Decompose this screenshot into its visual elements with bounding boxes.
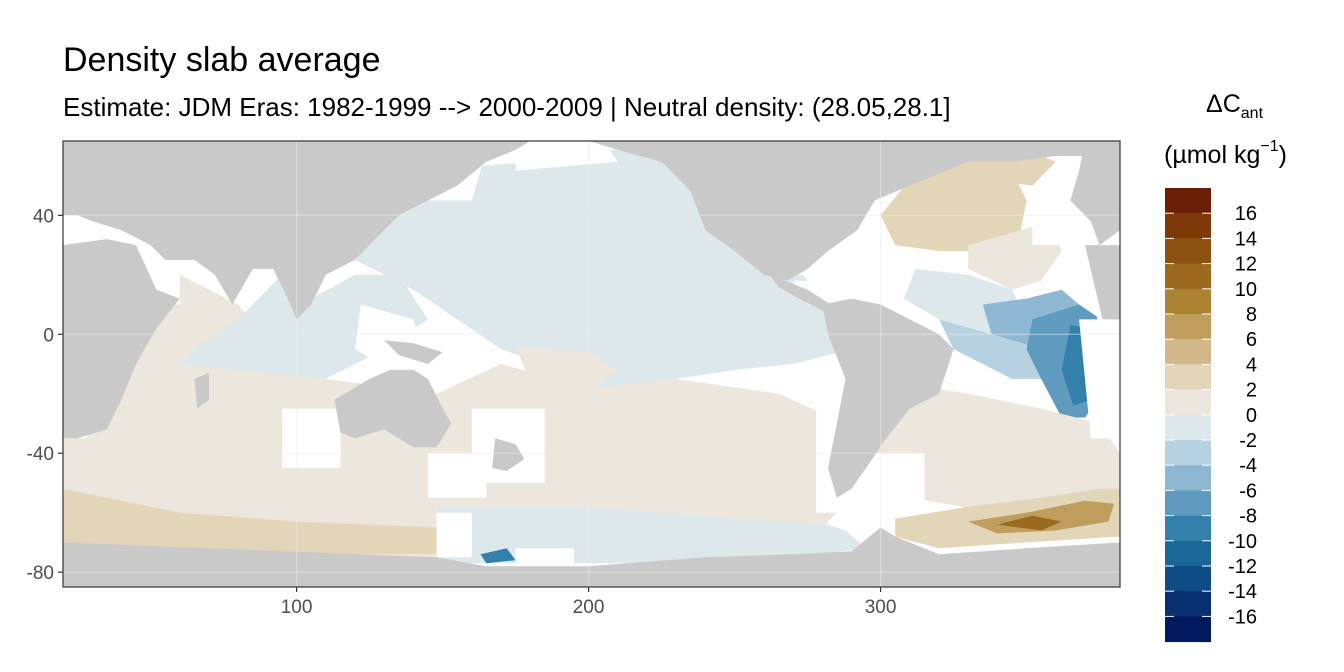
y-tick-label: -40 (27, 444, 54, 465)
legend-bin (1165, 490, 1211, 517)
land-madagascar (194, 372, 209, 409)
legend-label: -8 (1239, 506, 1257, 528)
nodata-gap-ross-edge (515, 548, 574, 567)
legend-label: 2 (1246, 380, 1257, 402)
y-tick-label: -80 (27, 563, 54, 584)
legend-label: -16 (1228, 606, 1257, 628)
land-iberia-northafrica (1070, 141, 1120, 246)
legend-bin (1165, 364, 1211, 391)
legend-bin (1165, 238, 1211, 265)
nodata-gap-east-indian (282, 408, 341, 469)
legend-bin (1165, 616, 1211, 643)
legend-title: ΔCant (1206, 90, 1264, 122)
nodata-gap-patagonia (866, 453, 925, 507)
map-panel (63, 141, 1120, 587)
x-tick-label: 200 (573, 597, 605, 618)
legend-label: 16 (1235, 203, 1257, 225)
legend-bin (1165, 188, 1211, 214)
x-tick-label: 300 (865, 597, 897, 618)
legend-bin (1165, 414, 1211, 441)
chart-subtitle: Estimate: JDM Eras: 1982-1999 --> 2000-2… (63, 92, 951, 122)
legend-label: -10 (1228, 531, 1257, 553)
land-north-america (588, 141, 1120, 281)
legend-label: -4 (1239, 455, 1257, 477)
legend-bin (1165, 540, 1211, 567)
legend-bin (1165, 339, 1211, 365)
region-north-atlantic-subtropical (880, 167, 1027, 251)
legend-title-main: ΔC (1206, 90, 1241, 118)
land-west-africa (1085, 245, 1120, 320)
legend-label: 10 (1235, 279, 1257, 301)
land-new-guinea (384, 340, 443, 364)
nodata-gap-antarctic-rim-pacific (436, 512, 472, 558)
legend-bin (1165, 566, 1211, 592)
region-west-pacific-warm (515, 346, 618, 394)
y-tick-label: 0 (43, 325, 54, 346)
panel-border (62, 140, 1121, 588)
legend-label: -12 (1228, 556, 1257, 578)
region-weddell-peak (997, 515, 1062, 531)
legend-bin (1165, 440, 1211, 466)
legend-label: -6 (1239, 480, 1257, 502)
region-south-atlantic (866, 378, 1120, 519)
legend-label: 4 (1246, 354, 1257, 376)
legend-bin (1165, 314, 1211, 340)
land-africa (63, 239, 180, 439)
x-tick-label: 100 (281, 597, 313, 618)
legend-label: 12 (1235, 254, 1257, 276)
land-south-america (822, 298, 954, 498)
region-ross-sea-patch (480, 548, 516, 564)
legend-bin (1165, 389, 1211, 416)
nodata-gap-tasman (428, 453, 487, 498)
region-west-indian-band (63, 488, 437, 555)
gridlines (63, 141, 1120, 587)
legend-label: -14 (1228, 581, 1257, 603)
legend-unit-prefix: (µmol kg (1164, 141, 1260, 169)
land-central-america (769, 274, 837, 314)
legend-label: 6 (1246, 329, 1257, 351)
legend-label: 0 (1246, 405, 1257, 427)
nodata-gap-west-africa-coast (1079, 319, 1120, 439)
legend-colorbar: 16 14 12 10 8 6 4 2 0 -2 -4 -6 -8 -10 -12 -14 -16 (1165, 188, 1257, 643)
legend-unit-suffix: ) (1279, 141, 1287, 169)
legend-title-sub: ant (1241, 105, 1264, 122)
legend-bin (1165, 515, 1211, 542)
legend-label: -2 (1239, 430, 1257, 452)
region-south-pacific (436, 364, 852, 528)
land-greenland (933, 141, 1012, 156)
y-tick-label: 40 (33, 206, 54, 227)
land-australia (334, 369, 452, 448)
legend-bin (1165, 288, 1211, 315)
legend-unit-sup: −1 (1260, 138, 1278, 155)
legend-bin (1165, 213, 1211, 239)
legend-bin (1165, 465, 1211, 491)
legend: ΔCant (µmol kg−1) 16 14 12 10 8 6 4 2 0 -2 -4 -6 -8 -… (1164, 90, 1287, 643)
legend-bin (1165, 263, 1211, 290)
nodata-gap-bering (515, 141, 618, 171)
legend-unit: (µmol kg−1) (1164, 138, 1287, 169)
legend-label: 8 (1246, 304, 1257, 326)
legend-bin (1165, 591, 1211, 617)
legend-label: 14 (1235, 228, 1257, 250)
region-southern-indian-ocean (63, 274, 437, 558)
chart-title: Density slab average (63, 41, 381, 79)
land-new-zealand (492, 438, 525, 471)
